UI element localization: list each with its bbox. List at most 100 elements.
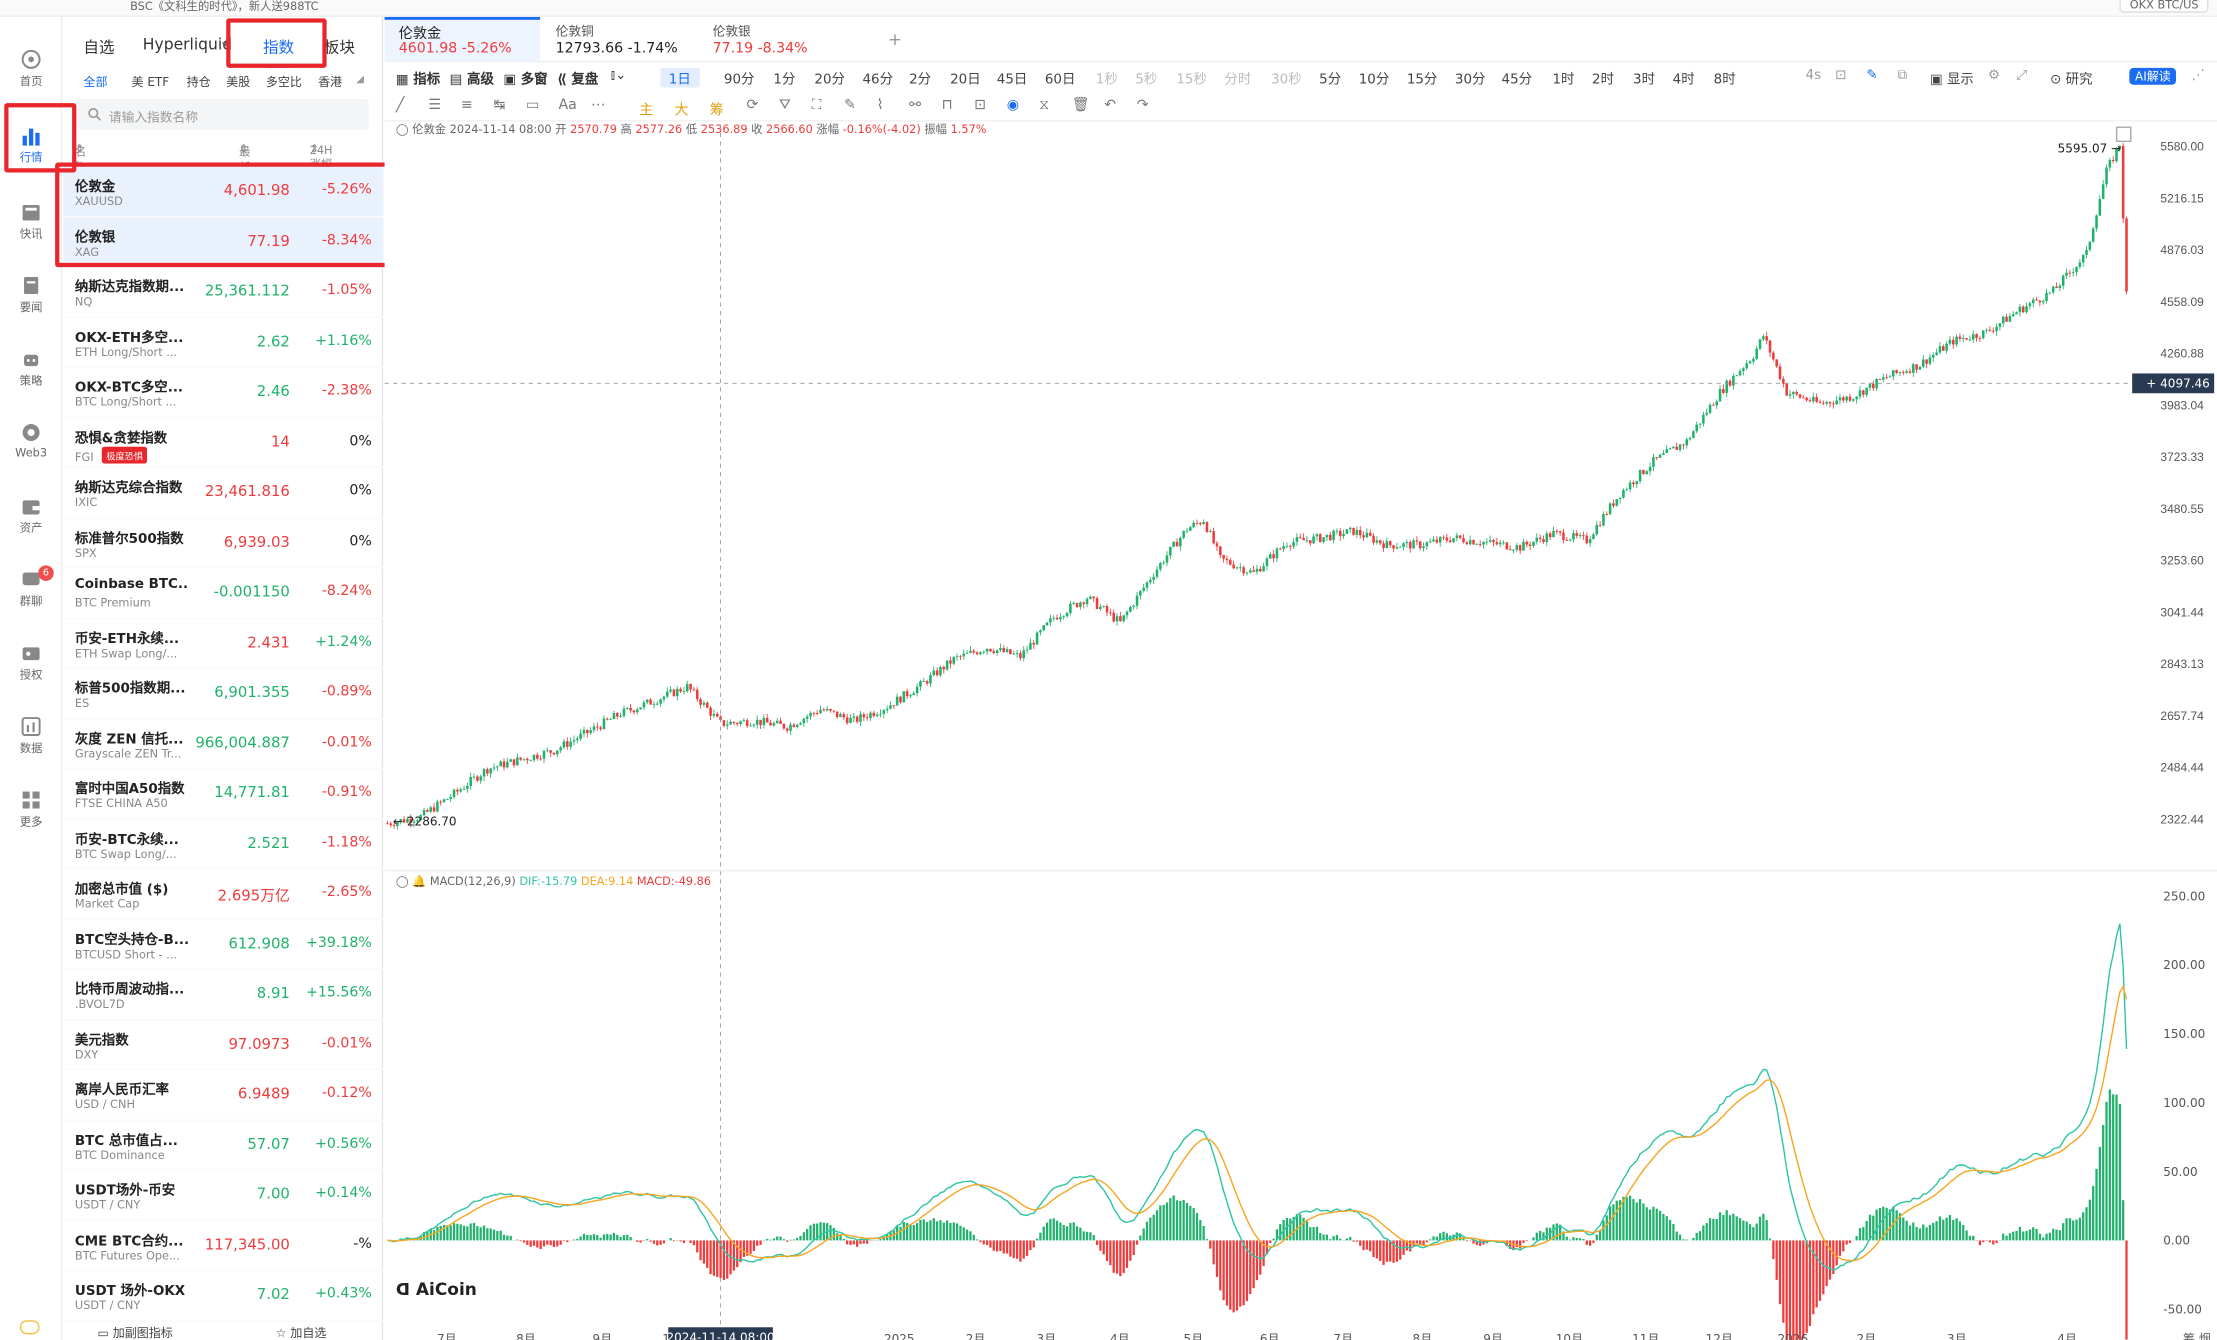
interval-selector[interactable]: 1日 [660,67,700,88]
subtab-long-short[interactable]: 多空比 [265,76,302,91]
overlay-toggle[interactable]: 大 [674,103,689,119]
list-item[interactable]: 伦敦金 XAUUSD 4,601.98 -5.26% [63,166,384,217]
add-tab-icon[interactable]: + [887,29,903,50]
interval-option[interactable]: 1分 [773,72,796,88]
overlay-toggle[interactable]: 筹 [709,103,724,119]
interval-option[interactable]: 15分 [1406,72,1438,88]
rail-item-news-flash[interactable]: 快讯 [0,192,62,257]
refresh-rate[interactable]: 4s [1805,67,1822,84]
rail-item-grid-more[interactable]: 更多 [0,780,62,845]
rail-item-data[interactable]: 数据 [0,707,62,772]
interval-option-disabled[interactable]: 分时 [1224,72,1252,88]
interval-option[interactable]: 2时 [1592,72,1615,88]
list-item[interactable]: 币安-ETH永续... ETH Swap Long/... 2.431 +1.24% [63,618,384,669]
more-tools-icon[interactable]: ⋯ [591,97,606,114]
research-menu[interactable]: ⊙ 研究 [2050,72,2093,88]
subtab-hk[interactable]: 香港 [318,76,343,91]
interval-option[interactable]: 2分 [909,72,932,88]
interval-option[interactable]: 20分 [814,72,845,88]
rail-item-market-chart[interactable]: 行情 [0,116,62,181]
interval-option-disabled[interactable]: 15秒 [1176,72,1207,88]
okx-btc-button[interactable]: OKX BTC/US [2119,0,2209,13]
magnet-icon[interactable]: ⛛ [779,97,791,114]
list-item[interactable]: 恐惧&贪婪指数 FGI 极度恐惧 14 0% [63,418,384,468]
sync-icon[interactable]: ⟳ [746,97,759,114]
bottom-rail-icon[interactable] [19,1320,40,1335]
share-icon[interactable]: ⋰ [2191,67,2205,84]
list-item[interactable]: 纳斯达克指数期... NQ 25,361.112 -1.05% [63,267,384,318]
pencil-icon[interactable]: ✎ [1866,67,1878,84]
link-icon[interactable]: ⚯ [909,97,922,114]
ai-interpret-button[interactable]: AI解读 [2129,67,2177,85]
undo-icon[interactable]: ↶ [1104,97,1117,114]
lock-icon[interactable]: ⊓ [941,97,953,114]
list-item[interactable]: USDT场外-币安 USDT / CNY 7.00 +0.14% [63,1170,384,1221]
list-item[interactable]: 灰度 ZEN 信托... Grayscale ZEN Tr... 966,004.8… [63,719,384,769]
toolbar-multiwindow-button[interactable]: ▣ 多窗 [503,72,548,88]
tab-favorites[interactable]: 自选 [83,38,115,57]
subtab-holdings[interactable]: 持仓 [186,76,211,91]
camera-icon[interactable]: ⊡ [1835,67,1847,84]
list-item[interactable]: OKX-ETH多空... ETH Long/Short ... 2.62 +1.16% [63,317,384,368]
text-tool-icon[interactable]: Aa [558,97,577,114]
rect-icon[interactable]: ▭ [525,97,540,114]
toolbar-advanced-button[interactable]: ▤ 高级 [449,72,494,88]
symbol-tab[interactable]: 伦敦铜 12793.66 -1.74% [542,17,698,62]
interval-option-disabled[interactable]: 30秒 [1271,72,1302,88]
chart-type-icon[interactable]: ⫾⌄ [610,67,627,84]
col-change[interactable]: 24H涨幅 ⇕ [309,142,333,172]
copy-icon[interactable]: ⧉ [1897,67,1908,84]
rail-item-wallet[interactable]: 资产 [0,486,62,551]
col-price[interactable]: 最新价 ⇕ [239,143,250,190]
settings-gear-icon[interactable]: ⚙ [1987,67,2001,84]
add-favorite-link[interactable]: ☆ 加自选 [275,1327,327,1340]
rail-item-home[interactable]: 首页 [0,40,62,105]
candlestick-chart[interactable]: 5580.005216.154876.034558.094260.883983.… [384,124,2217,1340]
interval-option[interactable]: 8时 [1713,72,1736,88]
expand-pane-icon[interactable] [2115,126,2132,143]
interval-option[interactable]: 45分 [1501,72,1533,88]
rail-item-chat[interactable]: 群聊 6 [0,560,62,625]
interval-option[interactable]: 5分 [1319,72,1342,88]
list-item[interactable]: OKX-BTC多空... BTC Long/Short ... 2.46 -2.38% [63,368,384,418]
interval-option[interactable]: 46分 [862,72,894,88]
fullscreen-icon[interactable]: ⤢ [2016,67,2027,84]
tab-index[interactable]: 指数 [262,38,295,57]
interval-option[interactable]: 3时 [1633,72,1656,88]
eye-icon[interactable]: ⊡ [974,97,987,114]
add-sub-indicator-link[interactable]: ▭ 加副图指标 [97,1327,173,1340]
list-item[interactable]: 纳斯达克综合指数 IXIC 23,461.816 0% [63,468,384,519]
toolbar-indicators-button[interactable]: ▦ 指标 [395,72,441,88]
interval-option[interactable]: 20日 [950,72,981,88]
list-item[interactable]: 标普500指数期... ES 6,901.355 -0.89% [63,669,384,719]
rail-item-web3[interactable]: Web3 [0,413,62,478]
interval-option[interactable]: 60日 [1044,72,1076,88]
tab-sectors[interactable]: 板块 [323,38,355,57]
interval-option[interactable]: 10分 [1358,72,1390,88]
symbol-tab[interactable]: 伦敦银 77.19 -8.34% [698,17,854,62]
list-item[interactable]: CME BTC合约... BTC Futures Ope... 117,345.00… [63,1221,384,1271]
display-menu[interactable]: ▣ 显示 [1929,72,1974,88]
rail-item-headline[interactable]: 要闻 [0,266,62,331]
fib-icon[interactable]: ≡ [460,97,473,114]
interval-option[interactable]: 1时 [1552,72,1575,88]
brush-icon[interactable]: ⌇ [876,97,884,114]
interval-option-disabled[interactable]: 5秒 [1135,72,1158,88]
tab-hyperliquid[interactable]: Hyperliquid [142,35,233,54]
subtab-us-stocks[interactable]: 美股 [226,76,251,91]
list-item[interactable]: 标准普尔500指数 SPX 6,939.03 0% [63,518,384,569]
rail-item-key[interactable]: 授权 [0,633,62,698]
list-item[interactable]: 比特币周波动指... .BVOL7D 8.91 +15.56% [63,970,384,1020]
overlay-toggle[interactable]: 主 [639,103,654,119]
trendline-icon[interactable]: ╱ [395,97,405,114]
subtab-all[interactable]: 全部 [83,76,108,91]
toolbar-replay-button[interactable]: ⟪ 复盘 [557,72,599,88]
top-ticker-text[interactable]: BSC《文科生的时代》，新人送988TC [130,0,319,13]
list-item[interactable]: 币安-BTC永续... BTC Swap Long/... 2.521 -1.18% [63,819,384,870]
list-item[interactable]: 美元指数 DXY 97.0973 -0.01% [63,1020,384,1071]
list-item[interactable]: BTC 总市值占... BTC Dominance 57.07 +0.56% [63,1120,384,1171]
interval-option[interactable]: 90分 [723,72,755,88]
symbol-tab[interactable]: 伦敦金 4601.98 -5.26% [384,16,541,63]
visibility-icon[interactable]: ◉ [1006,97,1020,114]
list-item[interactable]: BTC空头持仓-B... BTCUSD Short - ... 612.908 +39… [63,919,384,970]
